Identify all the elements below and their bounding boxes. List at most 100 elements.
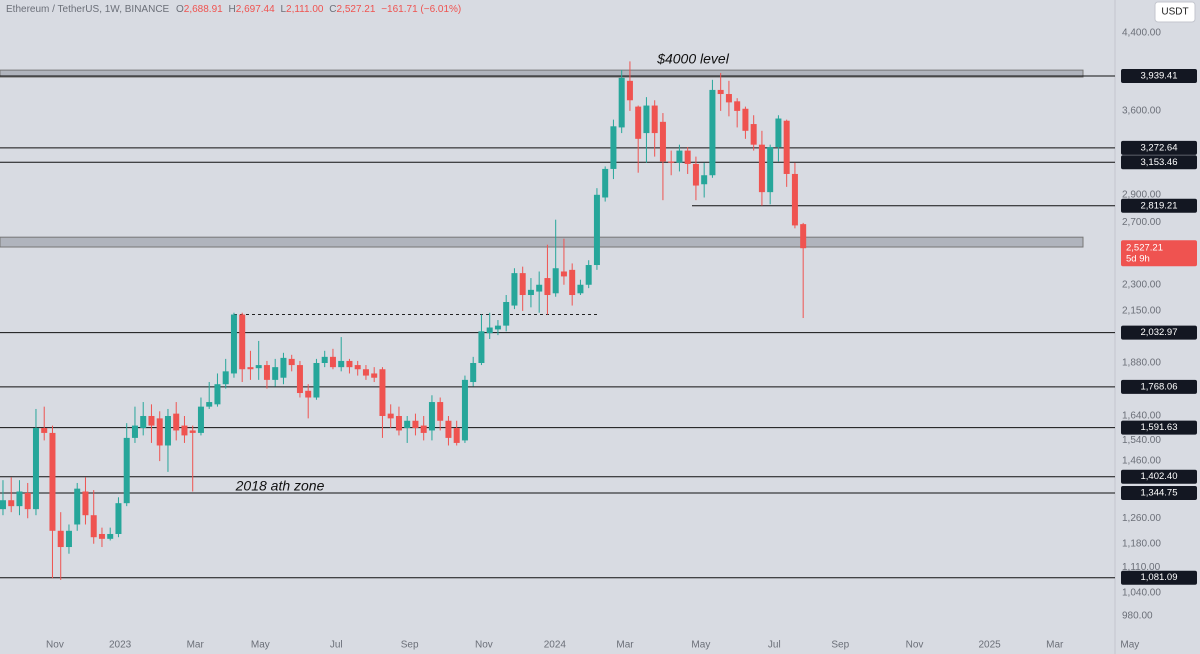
x-tick-label: Jul — [768, 640, 781, 651]
candle-body — [659, 121, 666, 162]
candle-body — [478, 331, 485, 363]
ohlc-key: C — [329, 4, 336, 15]
annotation: $4000 level — [656, 51, 730, 67]
x-tick-label: Mar — [1046, 640, 1064, 651]
level-tag — [1121, 486, 1197, 501]
level-tag — [1121, 198, 1197, 213]
candle-body — [767, 147, 774, 193]
candle-body — [758, 144, 765, 193]
x-tick-label: Sep — [401, 640, 419, 651]
last-price-label: 2,527.21 — [1126, 243, 1163, 254]
level-tag — [1121, 140, 1197, 155]
candle-body — [461, 379, 468, 441]
level-tag-label: 1,081.09 — [1141, 572, 1178, 583]
x-tick-label: 2025 — [978, 640, 1001, 651]
candle-body — [98, 533, 105, 539]
x-tick-label: Mar — [187, 640, 205, 651]
candle-body — [519, 273, 526, 296]
button-label[interactable]: USDT — [1161, 7, 1188, 18]
candle-body — [577, 284, 584, 294]
candle-body — [371, 373, 378, 378]
candle-body — [593, 194, 600, 266]
candle-body — [329, 356, 336, 368]
level-tag-label: 1,344.75 — [1141, 488, 1178, 499]
candle-body — [0, 500, 6, 510]
ohlc-value: 2,527.21 — [336, 4, 375, 15]
candle-body — [90, 515, 97, 538]
candle-body — [156, 418, 163, 446]
candle-body — [214, 384, 221, 405]
candle-body — [494, 325, 501, 330]
candle-body — [453, 428, 460, 443]
candle-body — [527, 289, 534, 296]
candle-body — [618, 77, 625, 128]
candle-body — [8, 500, 15, 507]
candle-body — [181, 425, 188, 436]
y-tick-label: 2,300.00 — [1122, 279, 1161, 290]
candle-body — [750, 124, 757, 145]
last-price-tag — [1121, 240, 1197, 267]
button-box[interactable] — [1154, 1, 1196, 23]
candle-body — [585, 265, 592, 285]
candle-body — [742, 108, 749, 131]
candle-body — [437, 402, 444, 421]
level-tag — [1121, 420, 1197, 435]
candle-body — [783, 120, 790, 174]
level-tag-label: 2,032.97 — [1141, 327, 1178, 338]
candle-body — [544, 278, 551, 296]
candle-body — [82, 491, 89, 516]
candle-body — [800, 224, 807, 249]
level-tag-label: 3,272.64 — [1141, 142, 1178, 153]
candle-body — [41, 428, 48, 433]
candle-body — [272, 367, 279, 380]
candle-body — [346, 360, 353, 368]
level-tag — [1121, 379, 1197, 394]
candle-body — [734, 101, 741, 111]
candle-body — [626, 80, 633, 101]
candle-body — [263, 365, 270, 380]
y-tick-label: 1,260.00 — [1122, 513, 1161, 524]
candle-body — [321, 356, 328, 363]
candle-body — [395, 415, 402, 431]
currency-button[interactable]: USDT — [1154, 1, 1196, 23]
candle-body — [569, 269, 576, 296]
candle-body — [74, 488, 81, 525]
x-tick-label: Nov — [475, 640, 493, 651]
candle-body — [602, 168, 609, 198]
y-tick-label: 1,640.00 — [1122, 411, 1161, 422]
x-tick-label: 2024 — [544, 640, 567, 651]
y-tick-label: 2,900.00 — [1122, 189, 1161, 200]
candle-body — [692, 163, 699, 186]
y-tick-label: 3,600.00 — [1122, 106, 1161, 117]
candle-body — [173, 413, 180, 431]
level-tag — [1121, 68, 1197, 83]
level-tag — [1121, 155, 1197, 170]
y-tick-label: 2,700.00 — [1122, 217, 1161, 228]
candle-body — [313, 362, 320, 398]
candle-body — [206, 402, 213, 407]
candle-body — [338, 360, 345, 368]
candle-body — [503, 302, 510, 326]
ohlc-key: O — [176, 4, 184, 15]
level-tag-label: 3,153.46 — [1141, 157, 1178, 168]
x-tick-label: Jul — [330, 640, 343, 651]
y-tick-label: 1,110.00 — [1122, 562, 1161, 573]
zone — [0, 69, 1084, 78]
candle-body — [445, 420, 452, 438]
candle-body — [428, 402, 435, 431]
candle-body — [280, 357, 287, 378]
change: −161.71 (−6.01%) — [381, 4, 461, 15]
level-tag-label: 1,402.40 — [1141, 471, 1178, 482]
candle-body — [404, 420, 411, 429]
candle-body — [197, 406, 204, 433]
candle-body — [420, 425, 427, 433]
candle-body — [32, 428, 39, 510]
x-tick-label: Mar — [616, 640, 634, 651]
candle-body — [536, 284, 543, 292]
y-tick-label: 1,180.00 — [1122, 538, 1161, 549]
candle-body — [775, 118, 782, 148]
candle-body — [24, 492, 31, 510]
x-tick-label: Nov — [46, 640, 64, 651]
candle-body — [115, 503, 122, 534]
level-tag-label: 1,768.06 — [1141, 381, 1178, 392]
